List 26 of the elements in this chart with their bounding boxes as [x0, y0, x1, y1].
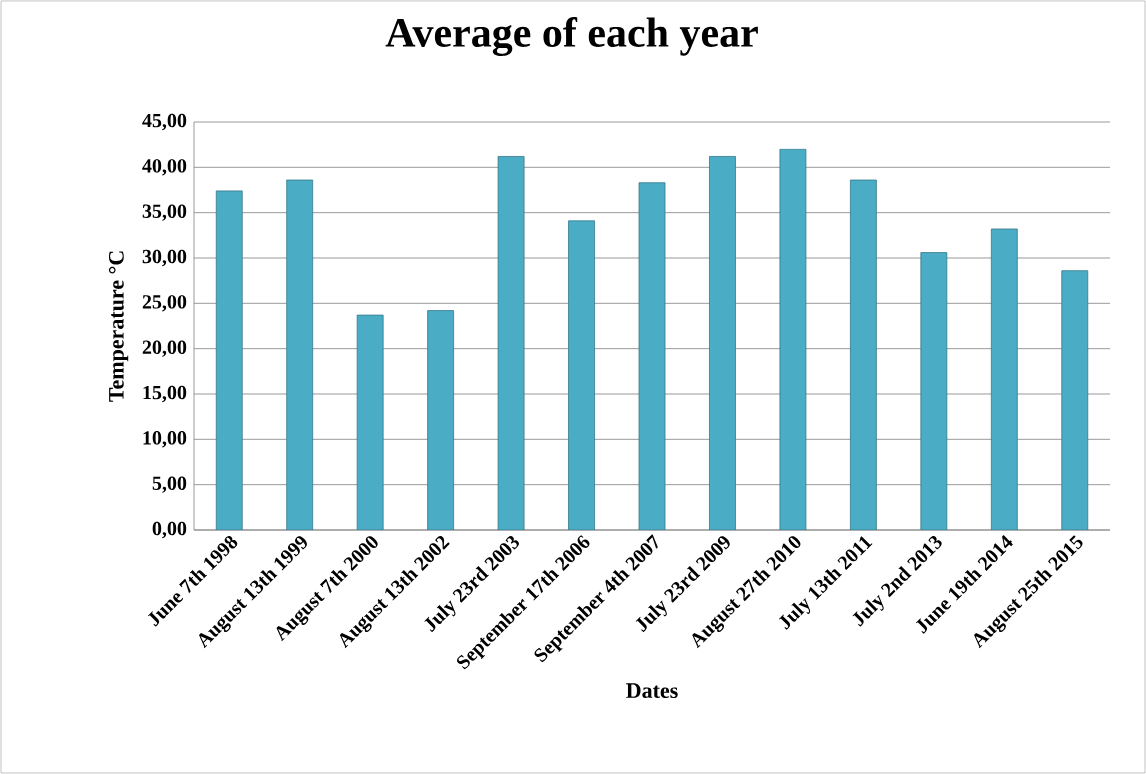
chart-title: Average of each year: [385, 17, 758, 56]
bar: [215, 190, 243, 530]
y-tick-label: 5,00: [152, 476, 187, 493]
bar: [286, 179, 314, 530]
y-tick-label: 45,00: [142, 113, 187, 131]
y-tick-label: 0,00: [152, 521, 187, 539]
y-tick-label: 35,00: [142, 204, 187, 221]
bar: [849, 179, 877, 530]
y-tick-label: 30,00: [142, 249, 187, 267]
bar: [990, 228, 1018, 530]
bar: [709, 156, 736, 530]
y-tick-label: 10,00: [143, 431, 187, 448]
bar: [638, 182, 666, 530]
x-axis-title: Dates: [626, 683, 678, 698]
y-axis-title: Temperature °C: [108, 251, 129, 402]
y-tick-label: 40,00: [142, 159, 187, 176]
bar: [427, 310, 455, 530]
bar: [920, 252, 948, 530]
y-tick-label: 15,00: [143, 385, 187, 403]
bar: [356, 314, 384, 530]
bar: [779, 148, 807, 530]
y-tick-label: 20,00: [142, 340, 187, 357]
bar: [497, 156, 525, 530]
bar: [568, 220, 595, 530]
y-tick-label: 25,00: [142, 295, 187, 312]
bar: [1061, 270, 1089, 530]
